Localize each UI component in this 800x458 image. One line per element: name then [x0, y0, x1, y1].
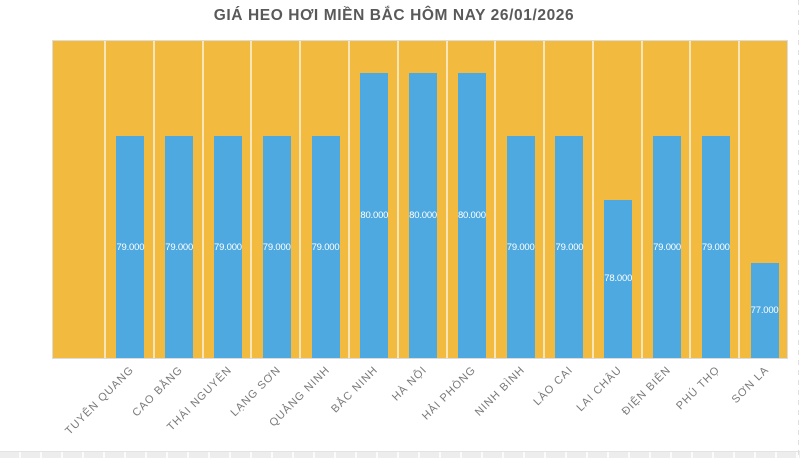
chart-title: GIÁ HEO HƠI MIỀN BẮC HÔM NAY 26/01/2026 — [213, 7, 575, 24]
spreadsheet-row-edge-artifact — [0, 451, 800, 458]
category-slot: 79.000 — [299, 41, 348, 358]
category-slot: 79.000 — [689, 41, 738, 358]
bar-value-label: 79.000 — [165, 241, 194, 253]
bar-value-label: 79.000 — [116, 241, 145, 253]
bar-value-label: 79.000 — [506, 241, 535, 253]
bar: 79.000 — [653, 136, 681, 358]
bar: 79.000 — [506, 136, 535, 358]
bar-value-label: 79.000 — [214, 241, 242, 253]
category-slot: 79.000 — [201, 41, 251, 358]
plot-area: 79.000 79.000 79.000 79.000 79.000 80.000 80.0… — [52, 40, 788, 359]
bar: 79.000 — [311, 136, 340, 358]
bar: 79.000 — [701, 136, 730, 358]
bar-value-label: 79.000 — [653, 241, 681, 253]
bar-value-label: 77.000 — [750, 304, 779, 316]
category-slot: 79.000 — [152, 41, 202, 358]
category-slot: 80.000 — [396, 41, 446, 358]
bar-value-label: 78.000 — [604, 273, 633, 285]
bar: 80.000 — [360, 72, 389, 358]
bar-value-label: 79.000 — [262, 241, 291, 253]
bar: 77.000 — [750, 262, 779, 358]
bar: 80.000 — [457, 72, 486, 358]
bar-value-label: 80.000 — [457, 209, 486, 221]
bar: 79.000 — [262, 136, 291, 358]
category-slot: 79.000 — [543, 41, 592, 358]
bar: 80.000 — [409, 72, 438, 358]
bar: 79.000 — [165, 136, 193, 358]
bar: 79.000 — [213, 136, 242, 358]
category-slot: 79.000 — [494, 41, 543, 358]
bar: 79.000 — [555, 136, 584, 358]
x-axis-label: TUYÊN QUANG — [63, 364, 137, 438]
bar: 78.000 — [604, 199, 633, 358]
category-slot: 80.000 — [347, 41, 397, 358]
bar-value-label: 79.000 — [555, 241, 584, 253]
bar-value-label: 79.000 — [311, 241, 340, 253]
category-slot: 79.000 — [104, 41, 153, 358]
bar-value-label: 80.000 — [409, 209, 438, 221]
bar-value-label: 79.000 — [701, 241, 730, 253]
bar-value-label: 80.000 — [360, 209, 389, 221]
category-slot: 80.000 — [445, 41, 495, 358]
category-slot: 78.000 — [591, 41, 641, 358]
category-slot: 77.000 — [738, 41, 787, 358]
category-slot: 79.000 — [250, 41, 299, 358]
category-slot: 79.000 — [640, 41, 690, 358]
bar: 79.000 — [116, 136, 145, 358]
spreadsheet-gridline-artifact — [798, 0, 799, 458]
